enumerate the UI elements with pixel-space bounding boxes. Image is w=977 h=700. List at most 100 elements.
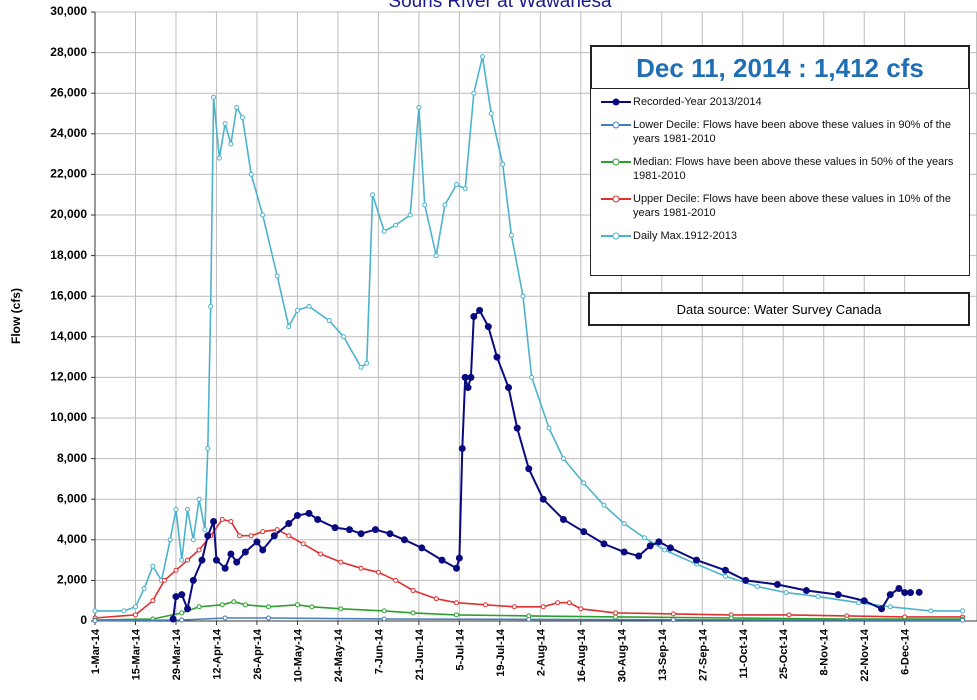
data-point	[815, 594, 821, 600]
data-point	[600, 540, 608, 548]
y-tick-label: 30,000	[50, 4, 87, 18]
data-point	[467, 373, 475, 381]
data-point	[185, 506, 191, 512]
data-point	[433, 596, 439, 602]
data-point	[222, 121, 228, 127]
data-point	[480, 54, 486, 60]
y-tick-label: 10,000	[50, 410, 87, 424]
data-point	[358, 364, 364, 370]
data-point	[455, 554, 463, 562]
x-tick-label: 24-May-14	[333, 628, 345, 682]
data-point	[266, 615, 272, 621]
data-point	[233, 558, 241, 566]
data-point	[179, 557, 185, 563]
data-point	[493, 353, 501, 361]
y-tick-label: 18,000	[50, 248, 87, 262]
y-tick-label: 14,000	[50, 329, 87, 343]
data-point	[212, 556, 220, 564]
data-point	[150, 563, 156, 569]
data-point	[566, 600, 572, 606]
data-point	[237, 533, 243, 539]
y-tick-label: 24,000	[50, 126, 87, 140]
data-point	[655, 538, 663, 546]
x-tick-label: 26-Apr-14	[252, 628, 264, 680]
data-point	[341, 334, 347, 340]
data-point	[461, 373, 469, 381]
data-point	[132, 612, 138, 618]
data-point	[338, 559, 344, 565]
data-point	[381, 608, 387, 614]
data-point	[613, 610, 619, 616]
x-tick-label: 29-Mar-14	[171, 628, 183, 680]
y-tick-label: 28,000	[50, 45, 87, 59]
data-point	[783, 590, 789, 596]
data-point	[198, 556, 206, 564]
data-point	[886, 591, 894, 599]
data-point	[370, 192, 376, 198]
x-tick-label: 11-Oct-14	[738, 628, 750, 678]
data-point	[372, 526, 380, 534]
data-point	[601, 502, 607, 508]
data-point	[555, 600, 561, 606]
legend-marker	[612, 158, 620, 166]
legend-item: Upper Decile: Flows have been above thes…	[599, 192, 961, 220]
x-tick-label: 12-Apr-14	[211, 628, 223, 680]
data-point	[578, 606, 584, 612]
data-point	[196, 496, 202, 502]
legend-item: Recorded-Year 2013/2014	[599, 95, 961, 109]
data-point	[773, 580, 781, 588]
x-tick-label: 22-Nov-14	[859, 628, 871, 681]
data-point	[906, 589, 914, 597]
data-point	[513, 424, 521, 432]
legend-label: Upper Decile: Flows have been above thes…	[633, 193, 951, 219]
data-point	[476, 306, 484, 314]
data-point	[482, 602, 488, 608]
data-point	[860, 597, 868, 605]
data-point	[228, 519, 234, 525]
data-point	[635, 552, 643, 560]
legend-item: Median: Flows have been above these valu…	[599, 155, 961, 183]
x-tick-label: 16-Aug-14	[576, 628, 588, 682]
data-point	[357, 530, 365, 538]
y-tick-label: 26,000	[50, 85, 87, 99]
data-point	[381, 616, 387, 622]
data-point	[375, 569, 381, 575]
source-box: Data source: Water Survey Canada	[588, 292, 970, 326]
data-point	[721, 566, 729, 574]
x-tick-label: 19-Jul-14	[495, 628, 507, 677]
x-tick-label: 30-Aug-14	[616, 628, 628, 682]
data-point	[132, 604, 138, 610]
source: Data source: Water Survey Canada	[676, 301, 882, 317]
data-point	[453, 182, 459, 188]
data-point	[416, 104, 422, 110]
data-point	[453, 612, 459, 618]
legend-swatch	[601, 195, 631, 203]
data-point	[433, 253, 439, 259]
data-point	[641, 535, 647, 541]
data-point	[294, 307, 300, 313]
legend-swatch	[601, 158, 631, 166]
data-point	[410, 588, 416, 594]
data-point	[210, 518, 218, 526]
x-tick-label: 8-Nov-14	[819, 628, 831, 675]
data-point	[438, 556, 446, 564]
data-point	[179, 617, 185, 623]
data-point	[895, 585, 903, 593]
data-point	[150, 598, 156, 604]
data-point	[205, 445, 211, 451]
data-point	[248, 171, 254, 177]
data-point	[878, 605, 886, 613]
data-point	[470, 313, 478, 320]
data-point	[231, 599, 237, 605]
data-point	[172, 593, 180, 601]
data-point	[418, 544, 426, 552]
data-point	[358, 565, 364, 571]
legend-marker	[612, 121, 620, 129]
data-point	[242, 602, 248, 608]
data-point	[248, 533, 254, 539]
data-point	[234, 104, 240, 110]
legend-item: Daily Max.1912-2013	[599, 229, 961, 243]
data-point	[580, 528, 588, 536]
data-point	[92, 618, 98, 624]
data-point	[560, 456, 566, 462]
